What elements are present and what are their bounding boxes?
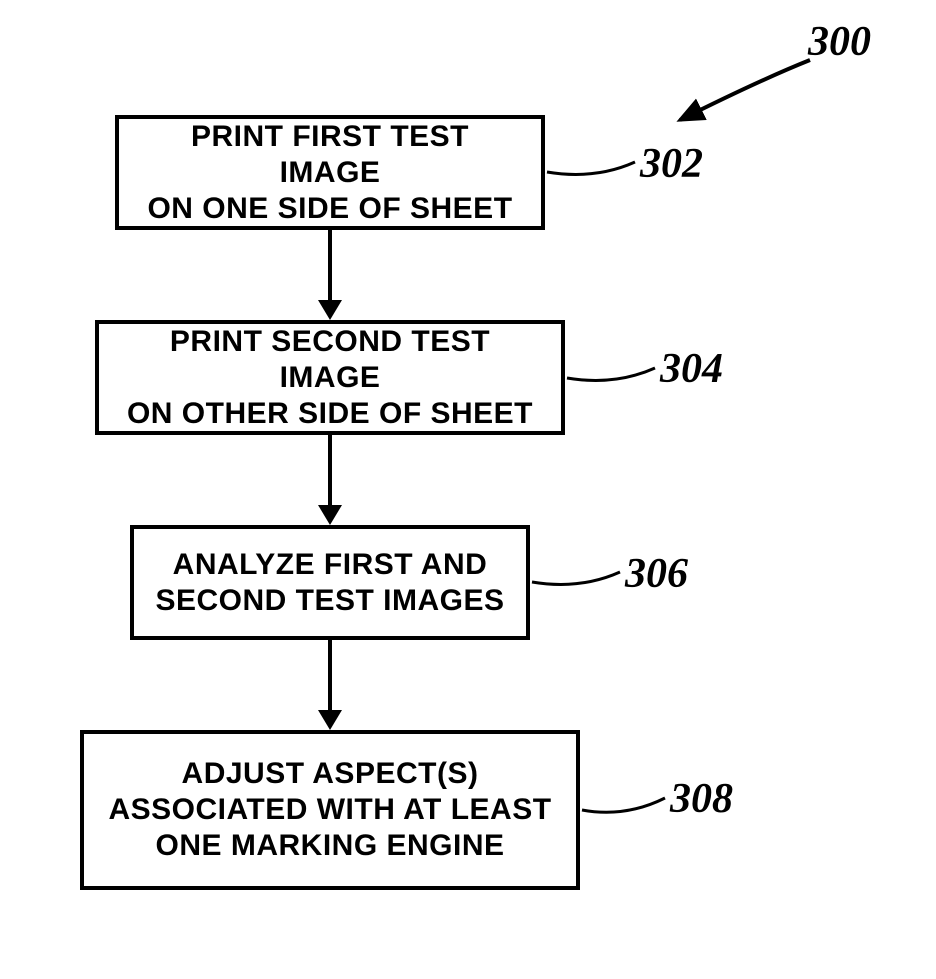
label-lead-308 xyxy=(0,0,936,979)
flowchart-canvas: 300 PRINT FIRST TEST IMAGEON ONE SIDE OF… xyxy=(0,0,936,979)
reference-label-308: 308 xyxy=(670,775,733,823)
